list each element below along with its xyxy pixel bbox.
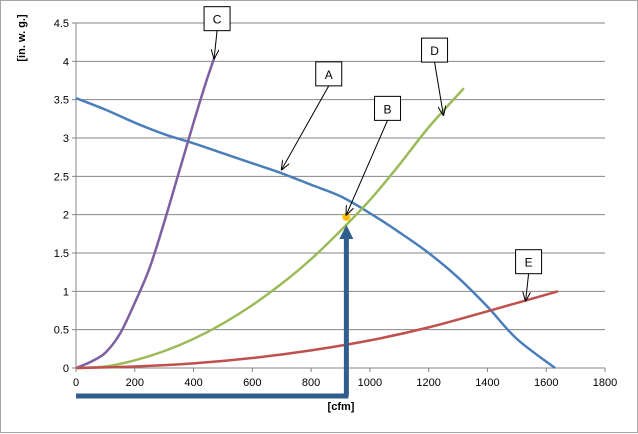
y-axis-title: [in. w. g.]	[16, 14, 28, 62]
callout-label-b: B	[384, 102, 392, 116]
callout-box-e	[515, 249, 543, 275]
series-line-e	[75, 290, 559, 370]
y-tick-label: 2	[63, 210, 69, 222]
callout-box-c	[203, 6, 231, 32]
callout-arrow-b	[346, 120, 388, 214]
callout-label-a: A	[325, 68, 333, 82]
x-tick-label: 1800	[593, 377, 617, 389]
callout-arrow-d	[434, 62, 444, 115]
callout-arrow-a	[282, 85, 330, 170]
x-tick-label: 200	[126, 377, 144, 389]
callout-label-d: D	[430, 44, 439, 58]
callout-arrow-e	[526, 273, 529, 301]
y-tick-label: 1.5	[54, 248, 69, 260]
series-line-d	[75, 87, 465, 370]
callout-box-a	[315, 61, 343, 87]
callout-arrow-c	[214, 30, 217, 59]
callout-label-c: C	[213, 13, 222, 27]
x-tick-label: 400	[184, 377, 202, 389]
y-tick-label: 1	[63, 286, 69, 298]
callout-box-b	[374, 95, 402, 121]
x-axis-title: [cfm]	[328, 401, 355, 413]
x-tick-label: 800	[302, 377, 320, 389]
x-tick-label: 600	[243, 377, 261, 389]
y-tick-label: 3	[63, 133, 69, 145]
x-tick-label: 0	[73, 377, 79, 389]
series-line-c	[75, 57, 216, 370]
y-tick-label: 2.5	[54, 171, 69, 183]
callout-box-d	[421, 37, 449, 63]
x-tick-label: 1400	[475, 377, 499, 389]
y-tick-label: 0	[63, 363, 69, 375]
series-line-a	[75, 96, 556, 369]
y-tick-label: 3.5	[54, 95, 69, 107]
x-tick-label: 1000	[358, 377, 382, 389]
callout-label-e: E	[525, 256, 533, 270]
y-tick-label: 4	[63, 56, 69, 68]
x-tick-label: 1600	[534, 377, 558, 389]
y-tick-label: 0.5	[54, 325, 69, 337]
x-tick-label: 1200	[416, 377, 440, 389]
y-tick-label: 4.5	[54, 18, 69, 30]
